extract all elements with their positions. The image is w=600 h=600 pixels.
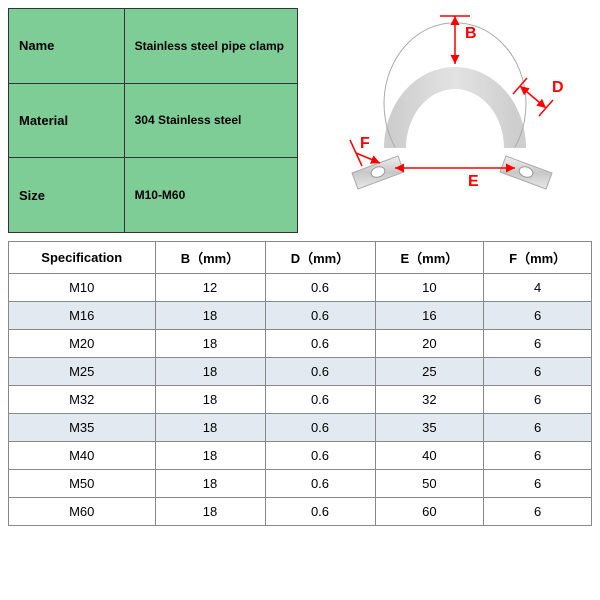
table-cell: 0.6 <box>265 414 375 442</box>
table-cell: M32 <box>9 386 156 414</box>
spec-column-header: F（mm） <box>484 242 592 274</box>
info-value: M10-M60 <box>124 158 297 233</box>
table-row: M50180.6506 <box>9 470 592 498</box>
info-value: Stainless steel pipe clamp <box>124 9 297 84</box>
info-label: Size <box>9 158 125 233</box>
table-cell: M35 <box>9 414 156 442</box>
table-cell: 35 <box>375 414 484 442</box>
product-info-table: NameStainless steel pipe clampMaterial30… <box>8 8 298 233</box>
table-cell: 18 <box>155 302 265 330</box>
spec-column-header: D（mm） <box>265 242 375 274</box>
table-cell: 0.6 <box>265 330 375 358</box>
table-cell: 6 <box>484 414 592 442</box>
table-row: M35180.6356 <box>9 414 592 442</box>
info-value: 304 Stainless steel <box>124 83 297 158</box>
spec-column-header: Specification <box>9 242 156 274</box>
table-cell: 6 <box>484 330 592 358</box>
table-cell: 16 <box>375 302 484 330</box>
table-cell: 6 <box>484 442 592 470</box>
table-row: M16180.6166 <box>9 302 592 330</box>
table-row: M60180.6606 <box>9 498 592 526</box>
table-cell: 18 <box>155 330 265 358</box>
info-row: Material304 Stainless steel <box>9 83 298 158</box>
spec-column-header: B（mm） <box>155 242 265 274</box>
table-row: M20180.6206 <box>9 330 592 358</box>
table-cell: 6 <box>484 386 592 414</box>
svg-text:E: E <box>468 173 479 190</box>
table-cell: M40 <box>9 442 156 470</box>
table-cell: 18 <box>155 414 265 442</box>
table-cell: 50 <box>375 470 484 498</box>
table-row: M40180.6406 <box>9 442 592 470</box>
table-cell: 12 <box>155 274 265 302</box>
table-cell: 10 <box>375 274 484 302</box>
table-cell: 6 <box>484 302 592 330</box>
table-cell: 0.6 <box>265 302 375 330</box>
table-cell: 32 <box>375 386 484 414</box>
table-cell: M60 <box>9 498 156 526</box>
table-row: M32180.6326 <box>9 386 592 414</box>
table-cell: 0.6 <box>265 498 375 526</box>
table-cell: 0.6 <box>265 442 375 470</box>
table-cell: 18 <box>155 386 265 414</box>
table-cell: 0.6 <box>265 358 375 386</box>
table-cell: 0.6 <box>265 274 375 302</box>
table-row: M10120.6104 <box>9 274 592 302</box>
table-cell: 6 <box>484 498 592 526</box>
svg-text:B: B <box>465 25 477 42</box>
table-cell: M50 <box>9 470 156 498</box>
info-label: Name <box>9 9 125 84</box>
table-cell: M20 <box>9 330 156 358</box>
table-cell: M25 <box>9 358 156 386</box>
info-label: Material <box>9 83 125 158</box>
table-cell: 18 <box>155 498 265 526</box>
table-cell: 20 <box>375 330 484 358</box>
svg-text:D: D <box>552 79 564 96</box>
table-row: M25180.6256 <box>9 358 592 386</box>
info-row: SizeM10-M60 <box>9 158 298 233</box>
table-cell: 6 <box>484 358 592 386</box>
table-cell: 18 <box>155 358 265 386</box>
table-cell: 0.6 <box>265 470 375 498</box>
table-cell: 18 <box>155 442 265 470</box>
table-cell: M10 <box>9 274 156 302</box>
info-row: NameStainless steel pipe clamp <box>9 9 298 84</box>
table-cell: 60 <box>375 498 484 526</box>
spec-column-header: E（mm） <box>375 242 484 274</box>
specification-table: SpecificationB（mm）D（mm）E（mm）F（mm） M10120… <box>8 241 592 526</box>
table-cell: 4 <box>484 274 592 302</box>
top-section: NameStainless steel pipe clampMaterial30… <box>8 8 592 233</box>
table-cell: 18 <box>155 470 265 498</box>
table-cell: 25 <box>375 358 484 386</box>
table-cell: 0.6 <box>265 386 375 414</box>
table-cell: M16 <box>9 302 156 330</box>
table-cell: 40 <box>375 442 484 470</box>
table-cell: 6 <box>484 470 592 498</box>
svg-text:F: F <box>360 135 370 152</box>
clamp-diagram: B D E F <box>298 8 592 233</box>
